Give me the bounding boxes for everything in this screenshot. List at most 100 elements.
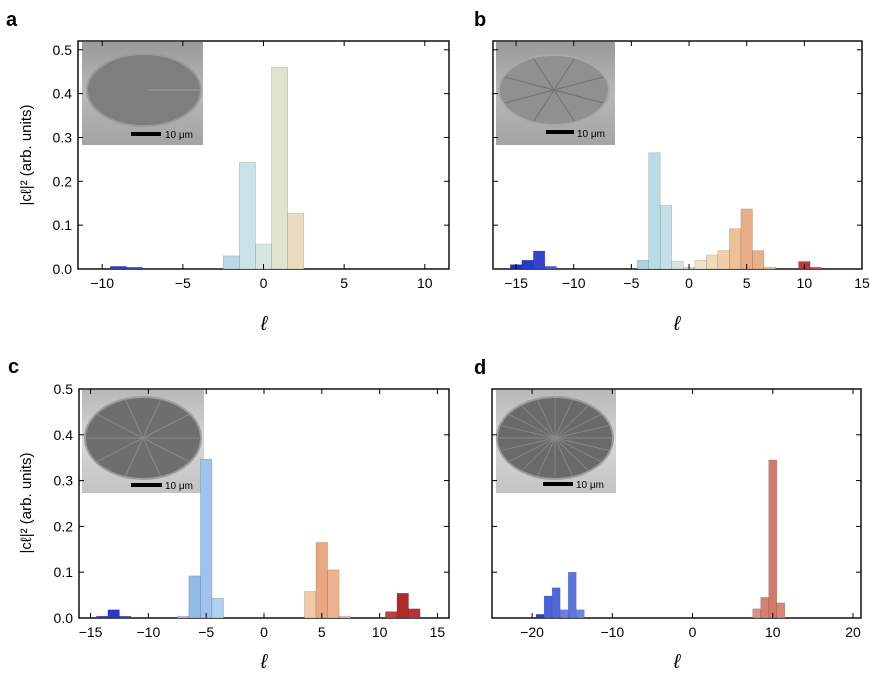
- bar-d: [752, 608, 761, 619]
- bar-b: [659, 205, 672, 270]
- x-tick-label-c: 10: [372, 624, 388, 640]
- x-tick-label-a: −5: [175, 275, 191, 291]
- y-tick-label-c: 0.3: [54, 473, 74, 489]
- bar-a: [287, 213, 305, 270]
- x-tick-label-c: −10: [137, 624, 161, 640]
- bar-c: [327, 569, 340, 619]
- disk-spoke: [554, 414, 601, 439]
- bar-d: [760, 597, 769, 619]
- disk-spoke: [553, 89, 604, 104]
- bar-d: [567, 571, 577, 619]
- bar-c: [338, 615, 351, 619]
- bar-a: [126, 267, 143, 270]
- x-tick-label-d: 20: [845, 624, 861, 640]
- x-tick-label-d: −10: [600, 624, 624, 640]
- disk-spoke: [554, 437, 609, 451]
- y-tick-label-a: 0.4: [53, 86, 73, 102]
- scale-bar-c: [131, 483, 162, 487]
- inset-c: 10 μm: [82, 390, 204, 493]
- microdisk-a: [86, 53, 202, 127]
- disk-spoke: [504, 89, 555, 104]
- inset-d: 10 μm: [496, 390, 616, 493]
- bar-c: [200, 458, 213, 619]
- disk-spoke: [97, 437, 144, 462]
- bar-c: [385, 611, 398, 619]
- disk-spoke: [504, 76, 555, 91]
- y-tick-label-a: 0.3: [53, 129, 73, 145]
- panel-label-b: b: [474, 9, 486, 31]
- marks-b: −15 −10 −5 0 5 10 15: [493, 41, 870, 291]
- bar-a: [110, 266, 127, 270]
- bar-c: [408, 608, 421, 619]
- scale-bar-label-d: 10 μm: [576, 480, 604, 491]
- x-tick-label-c: 0: [260, 624, 268, 640]
- y-axis-label-a: |cℓ|² (arb. units): [18, 105, 35, 206]
- x-tick-label-d: −20: [520, 624, 544, 640]
- x-tick-label-c: −5: [198, 624, 214, 640]
- x-tick-label-c: 5: [318, 624, 326, 640]
- disk-spoke: [554, 437, 573, 477]
- x-tick-label-b: 15: [854, 275, 870, 291]
- y-tick-label-a: 0.0: [53, 261, 73, 277]
- bar-c: [315, 542, 328, 619]
- inset-b: 10 μm: [496, 42, 615, 145]
- bar-c: [396, 593, 409, 619]
- y-tick-label-c: 0.1: [54, 564, 74, 580]
- disk-spoke: [521, 405, 556, 439]
- disk-spoke: [125, 399, 144, 439]
- x-tick-label-a: −10: [90, 275, 114, 291]
- x-tick-label-c: −15: [79, 624, 103, 640]
- disk-spoke: [521, 437, 556, 471]
- disk-spoke: [509, 437, 556, 462]
- x-tick-label-a: 10: [417, 275, 433, 291]
- disk-spoke: [501, 425, 556, 439]
- x-tick-label-b: 5: [743, 275, 751, 291]
- bar-b: [729, 228, 742, 270]
- disk-spoke: [554, 425, 609, 439]
- disk-spoke: [142, 437, 189, 462]
- panel-c: c |cℓ|² (arb. units) ℓ 10 μm: [8, 356, 450, 673]
- disk-spoke: [142, 437, 161, 477]
- x-axis-label-d: ℓ: [673, 651, 682, 673]
- panel-label-c: c: [8, 356, 19, 378]
- disk-spoke: [553, 76, 604, 91]
- x-tick-label-a: 0: [260, 275, 268, 291]
- panel-label-d: d: [474, 357, 486, 379]
- y-tick-label-c: 0.2: [54, 518, 74, 534]
- bar-c: [96, 615, 109, 619]
- marks-d: −20 −10 0 10 20: [492, 388, 861, 640]
- bar-c: [119, 615, 132, 619]
- bar-b: [521, 259, 534, 270]
- disk-spoke: [554, 437, 589, 471]
- bar-d: [543, 595, 553, 619]
- y-axis-label-c: |cℓ|² (arb. units): [18, 453, 35, 554]
- x-axis-label-c: ℓ: [260, 651, 269, 673]
- disk-spoke: [554, 437, 601, 462]
- disk-spoke: [533, 89, 555, 122]
- bar-d: [575, 609, 585, 619]
- scale-bar-b: [546, 130, 574, 134]
- panel-a: a |cℓ|² (arb. units) ℓ 10 μm: [6, 9, 450, 335]
- plot-frame-d: [491, 388, 862, 619]
- disk-spoke: [501, 437, 556, 451]
- scale-bar-label-b: 10 μm: [577, 129, 605, 140]
- bar-b: [648, 152, 661, 270]
- disk-spoke: [554, 405, 589, 439]
- x-tick-label-d: 0: [689, 624, 697, 640]
- bar-b: [671, 261, 684, 270]
- scale-bar-label-a: 10 μm: [165, 130, 193, 141]
- bar-a: [222, 255, 240, 270]
- bar-b: [694, 259, 707, 270]
- y-tick-label-a: 0.2: [53, 173, 73, 189]
- x-tick-label-d: 10: [765, 624, 781, 640]
- x-axis-label-b: ℓ: [673, 313, 682, 335]
- disk-spoke: [125, 437, 144, 477]
- disk-spoke: [97, 414, 144, 439]
- x-tick-label-b: −5: [623, 275, 639, 291]
- bar-d: [535, 614, 545, 619]
- bar-b: [763, 267, 776, 270]
- disk-spoke: [142, 414, 189, 439]
- x-tick-label-b: 0: [685, 275, 693, 291]
- bar-b: [717, 250, 730, 270]
- marks-a: −10 −5 0 5 10 0.0 0.1 0.2 0.3 0.4 0.5: [53, 41, 449, 291]
